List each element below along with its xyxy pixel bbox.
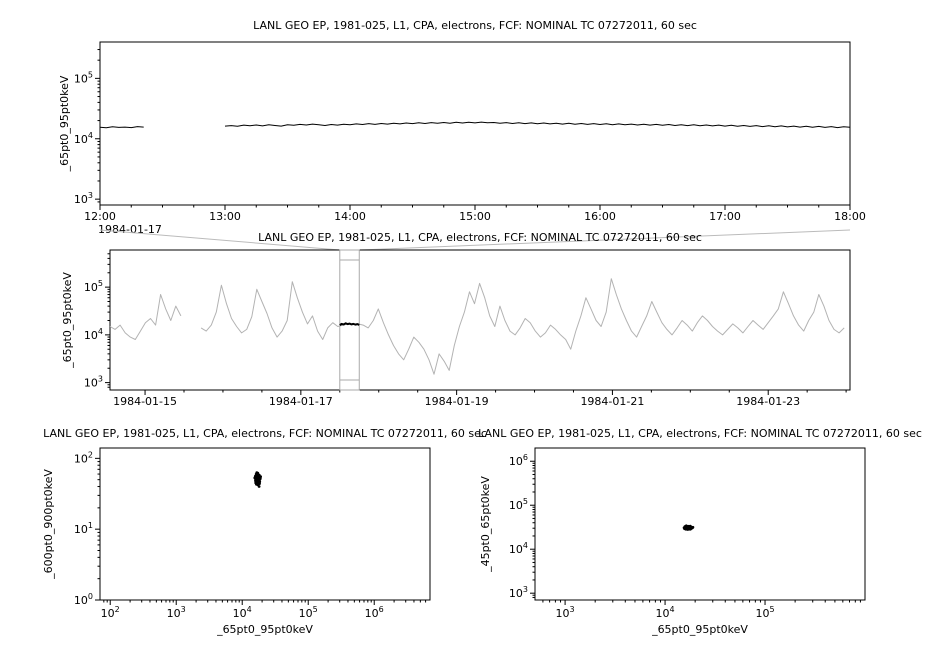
tick-label: 104 [656,605,675,620]
plot-border [534,447,866,601]
plot-title: LANL GEO EP, 1981-025, L1, CPA, electron… [253,19,697,32]
tick-label: 12:00 [84,210,116,223]
plot-title: LANL GEO EP, 1981-025, L1, CPA, electron… [478,427,922,440]
tick-label: 16:00 [584,210,616,223]
y-axis-label: _600pt0_900pt0keV [42,469,55,580]
panel-context-timeseries: LANL GEO EP, 1981-025, L1, CPA, electron… [61,231,851,408]
y-axis-label: _65pt0_95pt0keV [61,272,74,369]
tick-label: 101 [74,521,93,536]
tick-label: 103 [167,605,186,620]
tick-label: 100 [74,592,93,607]
panel-scatter-45-65: LANL GEO EP, 1981-025, L1, CPA, electron… [478,427,922,636]
top-timeseries-plot-area[interactable]: 103 104 105 12:00 13:00 14:00 15:00 16:00 17:00 1… [74,41,866,223]
tick-label: 103 [509,585,528,600]
tick-label: 105 [755,605,774,620]
tick-label: 103 [74,191,93,206]
zoom-connector-lines [99,229,851,251]
tick-label: 18:00 [834,210,866,223]
tick-label: 103 [84,375,103,390]
tick-label: 1984-01-15 [113,395,177,408]
series-context-flux-65-95keV [109,278,845,375]
x-axis-label: _65pt0_95pt0keV [651,623,748,636]
tick-label: 104 [74,131,93,146]
tick-label: 103 [556,605,575,620]
series-selected-interval-flux [339,322,360,326]
plot-border [99,447,431,601]
tick-label: 104 [84,327,103,342]
context-date-label: 1984-01-17 [98,223,162,236]
tick-label: 104 [509,541,528,556]
x-axis-label: _65pt0_95pt0keV [216,623,313,636]
tick-label: 105 [74,70,93,85]
plot-title: LANL GEO EP, 1981-025, L1, CPA, electron… [43,427,487,440]
tick-label: 106 [365,605,384,620]
tick-label: 15:00 [459,210,491,223]
tick-label: 13:00 [209,210,241,223]
plot-title: LANL GEO EP, 1981-025, L1, CPA, electron… [258,231,702,244]
tick-label: 102 [101,605,120,620]
zoom-connector-right [359,229,851,251]
panel-scatter-600-900: LANL GEO EP, 1981-025, L1, CPA, electron… [42,427,487,636]
scatter-45-65-plot-area[interactable]: 103 104 105 106 103 104 105 [509,447,866,620]
tick-label: 105 [84,279,103,294]
tick-label: 17:00 [709,210,741,223]
zoom-selection-box[interactable] [339,249,360,391]
scatter-points [682,524,695,531]
tick-label: 105 [299,605,318,620]
tick-label: 102 [74,450,93,465]
panel-top-timeseries: LANL GEO EP, 1981-025, L1, CPA, electron… [58,19,866,236]
scatter-600-900-plot-area[interactable]: 100 101 102 102 103 104 105 106 [74,447,431,620]
plot-border [109,249,851,391]
y-axis-label: _45pt0_65pt0keV [479,476,492,573]
tick-label: 1984-01-19 [425,395,489,408]
series-flux-65-95keV [99,121,851,129]
context-timeseries-plot-area[interactable]: 103 104 105 1984-01-15 1984-01-17 1984-01-19 1… [84,249,851,408]
plot-border [99,41,851,206]
tick-label: 14:00 [334,210,366,223]
tick-label: 1984-01-17 [269,395,333,408]
tick-label: 106 [509,453,528,468]
scatter-points [253,471,262,488]
tick-label: 1984-01-21 [580,395,644,408]
zoom-connector-left [99,229,340,251]
tick-label: 104 [233,605,252,620]
tick-label: 1984-01-23 [736,395,800,408]
y-axis-label: _65pt0_95pt0keV [58,75,71,172]
tick-label: 105 [509,497,528,512]
